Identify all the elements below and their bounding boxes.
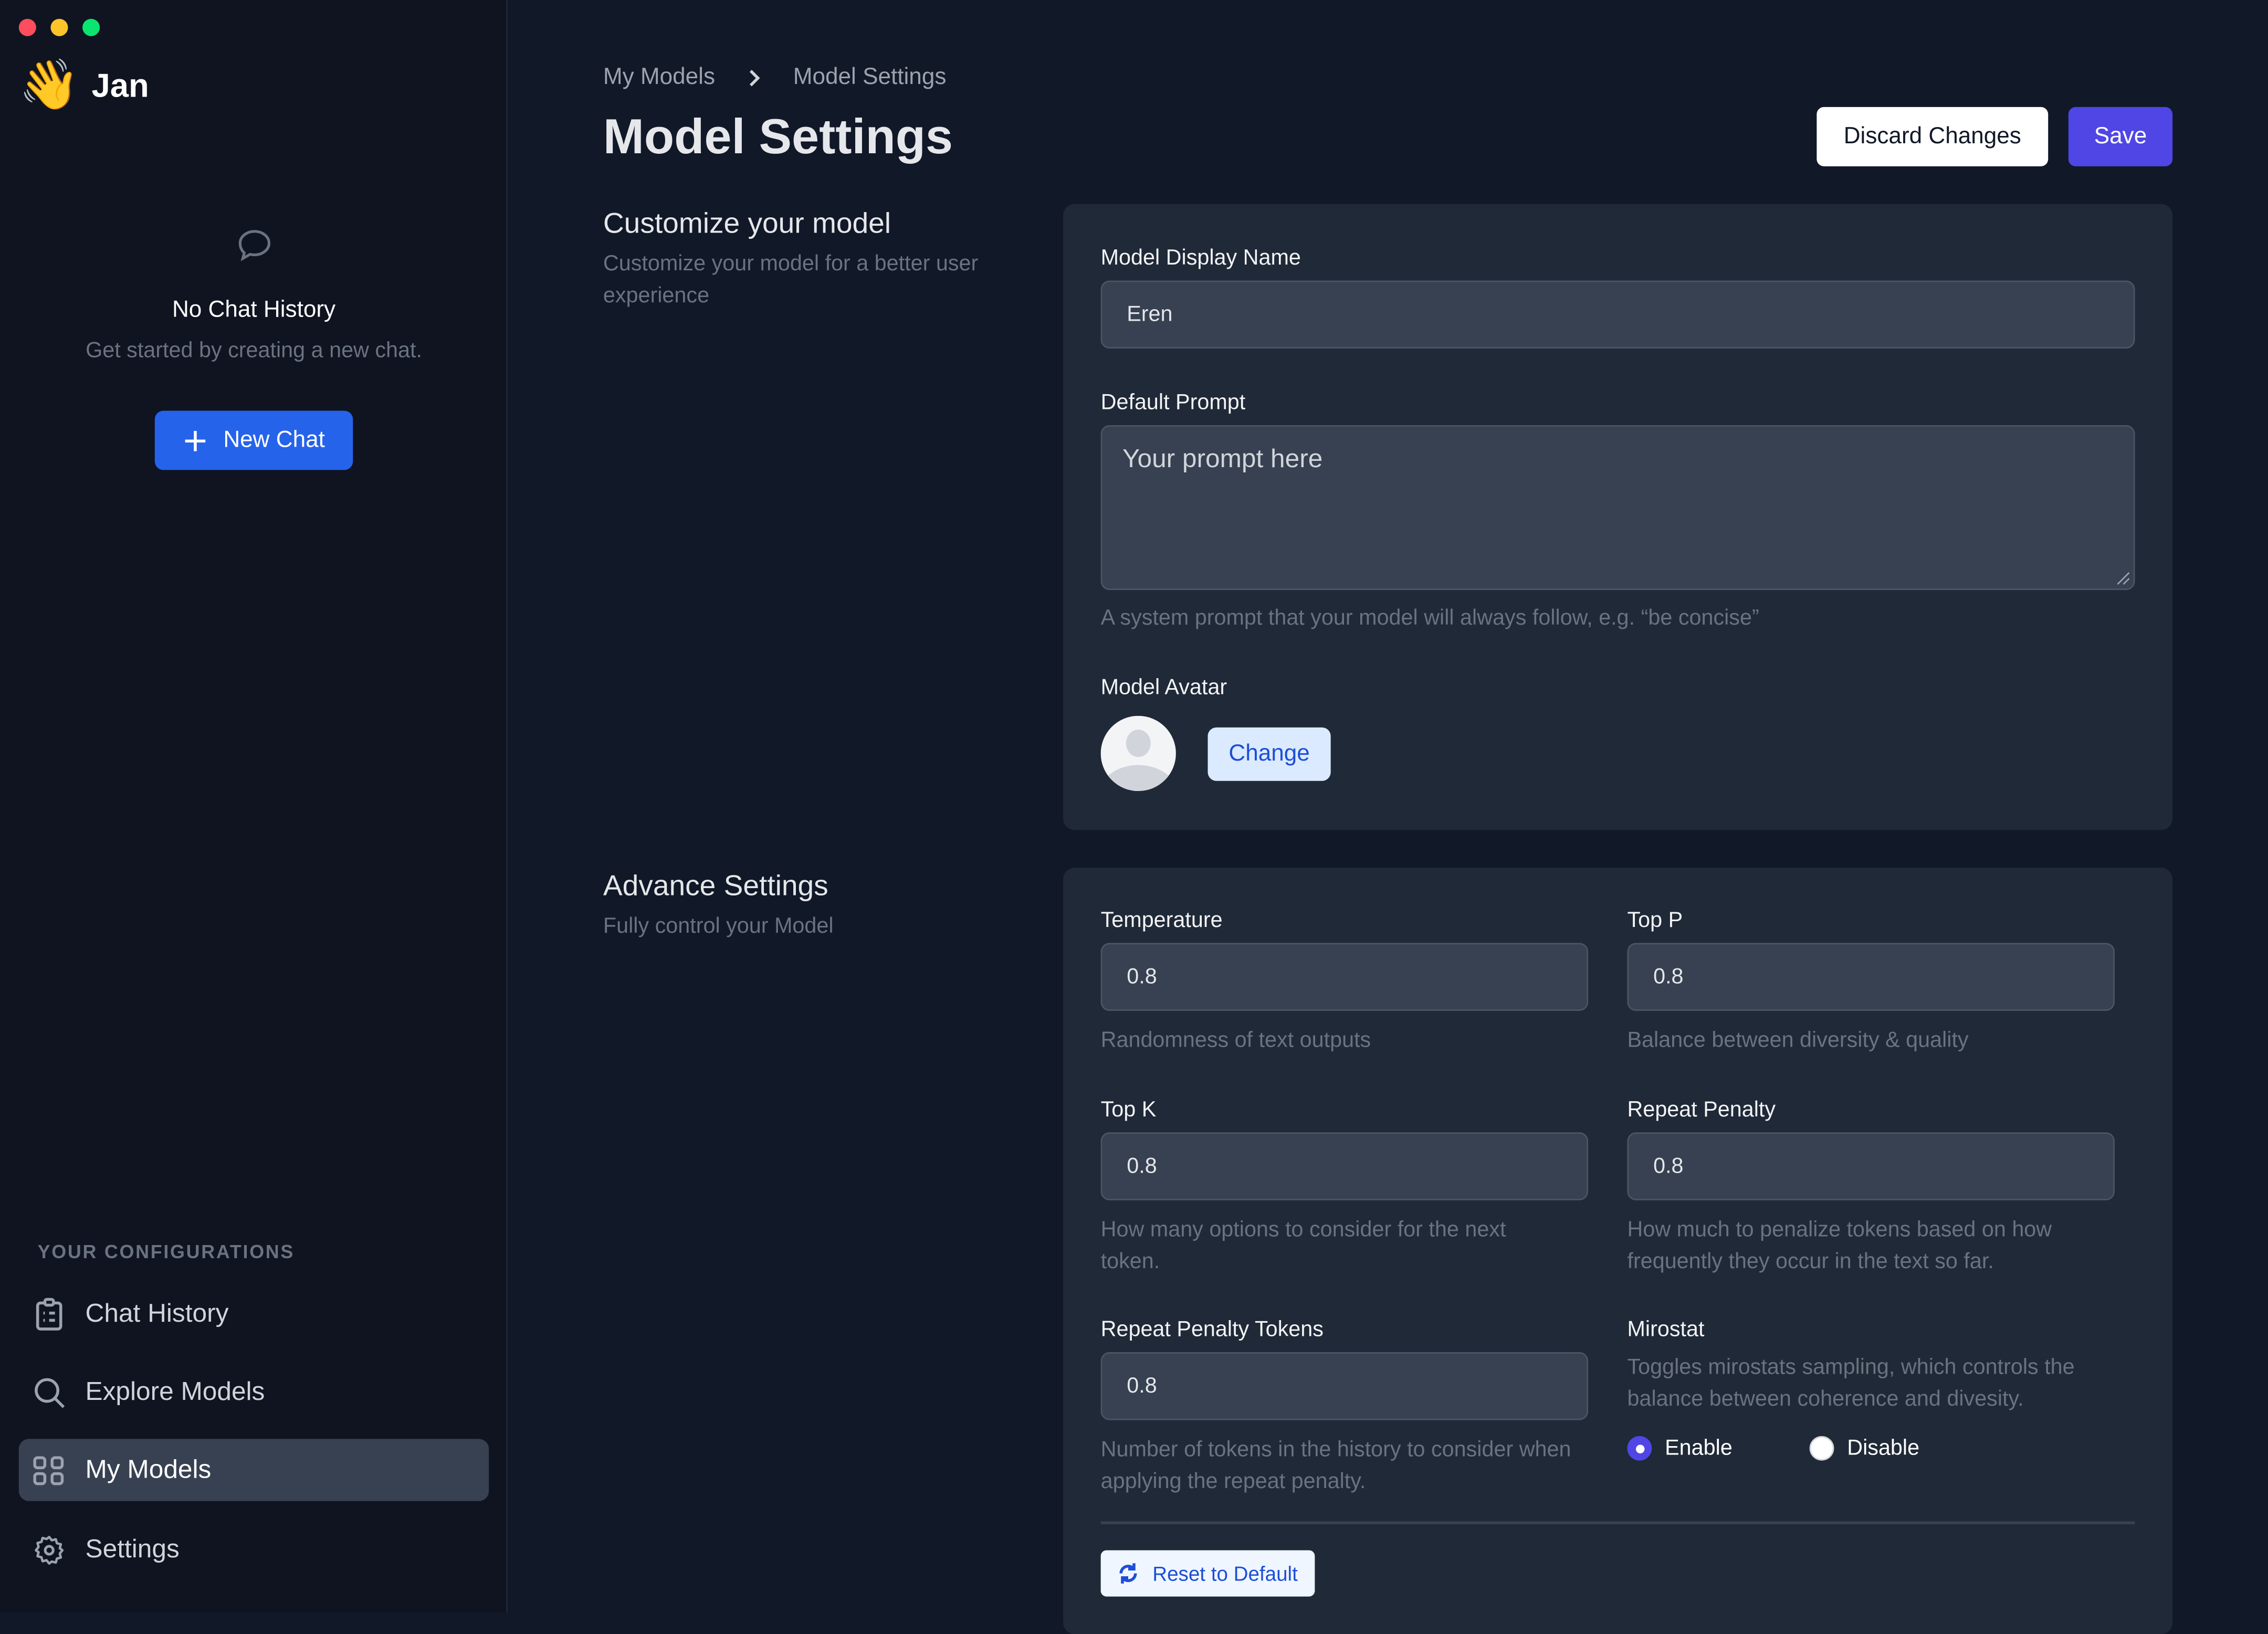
close-window-button[interactable] bbox=[18, 18, 36, 36]
disable-label: Disable bbox=[1847, 1436, 1920, 1461]
chat-bubble-icon bbox=[238, 230, 270, 261]
gear-icon bbox=[35, 1535, 64, 1564]
change-avatar-button[interactable]: Change bbox=[1208, 727, 1331, 781]
sidebar-item-settings[interactable]: Settings bbox=[19, 1519, 489, 1580]
new-chat-button[interactable]: New Chat bbox=[154, 410, 353, 470]
repeat-penalty-tokens-label: Repeat Penalty Tokens bbox=[1100, 1317, 1324, 1342]
reset-to-default-button[interactable]: Reset to Default bbox=[1100, 1550, 1315, 1597]
sidebar-item-label: Chat History bbox=[85, 1299, 229, 1328]
prompt-help: A system prompt that your model will alw… bbox=[1100, 606, 1759, 631]
empty-chat-state: No Chat History Get started by creating … bbox=[0, 224, 508, 363]
sidebar-item-label: My Models bbox=[85, 1454, 212, 1484]
mirostat-help: Toggles mirostats sampling, which contro… bbox=[1627, 1355, 2075, 1411]
customize-subtitle: Customize your model for a better user e… bbox=[603, 251, 979, 308]
model-avatar-label: Model Avatar bbox=[1100, 675, 1227, 700]
top-p-input[interactable]: 0.8 bbox=[1627, 943, 2115, 1011]
top-k-label: Top K bbox=[1100, 1098, 1157, 1122]
breadcrumb-model-settings: Model Settings bbox=[793, 65, 947, 90]
top-p-label: Top P bbox=[1627, 908, 1683, 933]
app-name: Jan bbox=[91, 66, 149, 103]
avatar bbox=[1100, 715, 1176, 792]
save-button[interactable]: Save bbox=[2068, 107, 2173, 166]
default-prompt-textarea[interactable]: Your prompt here bbox=[1100, 425, 2135, 591]
refresh-icon bbox=[1119, 1563, 1137, 1584]
resize-handle-icon[interactable] bbox=[2113, 568, 2130, 586]
sidebar-item-explore-models[interactable]: Explore Models bbox=[19, 1361, 489, 1423]
temperature-input[interactable]: 0.8 bbox=[1100, 943, 1589, 1011]
empty-subtitle: Get started by creating a new chat. bbox=[86, 338, 422, 363]
mirostat-enable-radio[interactable]: Enable bbox=[1627, 1436, 1732, 1461]
top-k-input[interactable]: 0.8 bbox=[1100, 1132, 1589, 1200]
reset-label: Reset to Default bbox=[1152, 1562, 1298, 1585]
display-name-input[interactable]: Eren bbox=[1100, 280, 2135, 349]
breadcrumb: My Models Model Settings bbox=[603, 65, 947, 91]
new-chat-label: New Chat bbox=[223, 427, 325, 452]
top-k-help: How many options to consider for the nex… bbox=[1100, 1217, 1506, 1274]
window-controls bbox=[18, 18, 100, 36]
divider bbox=[1100, 1521, 2135, 1524]
minimize-window-button[interactable] bbox=[50, 18, 68, 36]
page-title: Model Settings bbox=[603, 110, 953, 165]
sidebar-item-chat-history[interactable]: Chat History bbox=[19, 1283, 489, 1345]
search-icon bbox=[35, 1377, 65, 1408]
mirostat-disable-radio[interactable]: Disable bbox=[1809, 1436, 1920, 1461]
repeat-penalty-label: Repeat Penalty bbox=[1627, 1098, 1776, 1122]
enable-label: Enable bbox=[1665, 1436, 1732, 1461]
customize-title: Customize your model bbox=[603, 208, 891, 240]
radio-selected-icon bbox=[1627, 1436, 1652, 1461]
temperature-label: Temperature bbox=[1100, 908, 1223, 933]
breadcrumb-my-models[interactable]: My Models bbox=[603, 65, 716, 90]
sidebar-item-label: Settings bbox=[85, 1534, 180, 1564]
sidebar: 👋 Jan No Chat History Get started by cre… bbox=[0, 0, 508, 1612]
sidebar-item-my-models[interactable]: My Models bbox=[18, 1439, 489, 1501]
mirostat-label: Mirostat bbox=[1627, 1317, 1705, 1342]
prompt-placeholder: Your prompt here bbox=[1122, 444, 1323, 473]
empty-title: No Chat History bbox=[172, 298, 336, 323]
sidebar-item-label: Explore Models bbox=[85, 1376, 265, 1406]
grid-icon bbox=[33, 1456, 64, 1485]
advanced-title: Advance Settings bbox=[603, 870, 828, 903]
repeat-penalty-help: How much to penalize tokens based on how… bbox=[1627, 1217, 2052, 1274]
advanced-subtitle: Fully control your Model bbox=[603, 914, 834, 939]
temperature-help: Randomness of text outputs bbox=[1100, 1028, 1371, 1053]
display-name-label: Model Display Name bbox=[1100, 246, 1301, 271]
maximize-window-button[interactable] bbox=[82, 18, 100, 36]
top-p-help: Balance between diversity & quality bbox=[1627, 1028, 1969, 1053]
repeat-penalty-tokens-help: Number of tokens in the history to consi… bbox=[1100, 1437, 1571, 1494]
radio-unselected-icon bbox=[1809, 1436, 1834, 1461]
discard-changes-button[interactable]: Discard Changes bbox=[1816, 107, 2049, 166]
chevron-right-icon bbox=[750, 70, 761, 87]
clipboard-icon bbox=[36, 1297, 62, 1330]
repeat-penalty-tokens-input[interactable]: 0.8 bbox=[1100, 1352, 1589, 1420]
default-prompt-label: Default Prompt bbox=[1100, 390, 1246, 415]
repeat-penalty-input[interactable]: 0.8 bbox=[1627, 1132, 2115, 1200]
waving-hand-icon: 👋 bbox=[18, 58, 80, 113]
configurations-heading: YOUR CONFIGURATIONS bbox=[37, 1240, 295, 1263]
app-logo: 👋 Jan bbox=[19, 61, 149, 110]
plus-icon bbox=[185, 430, 206, 451]
